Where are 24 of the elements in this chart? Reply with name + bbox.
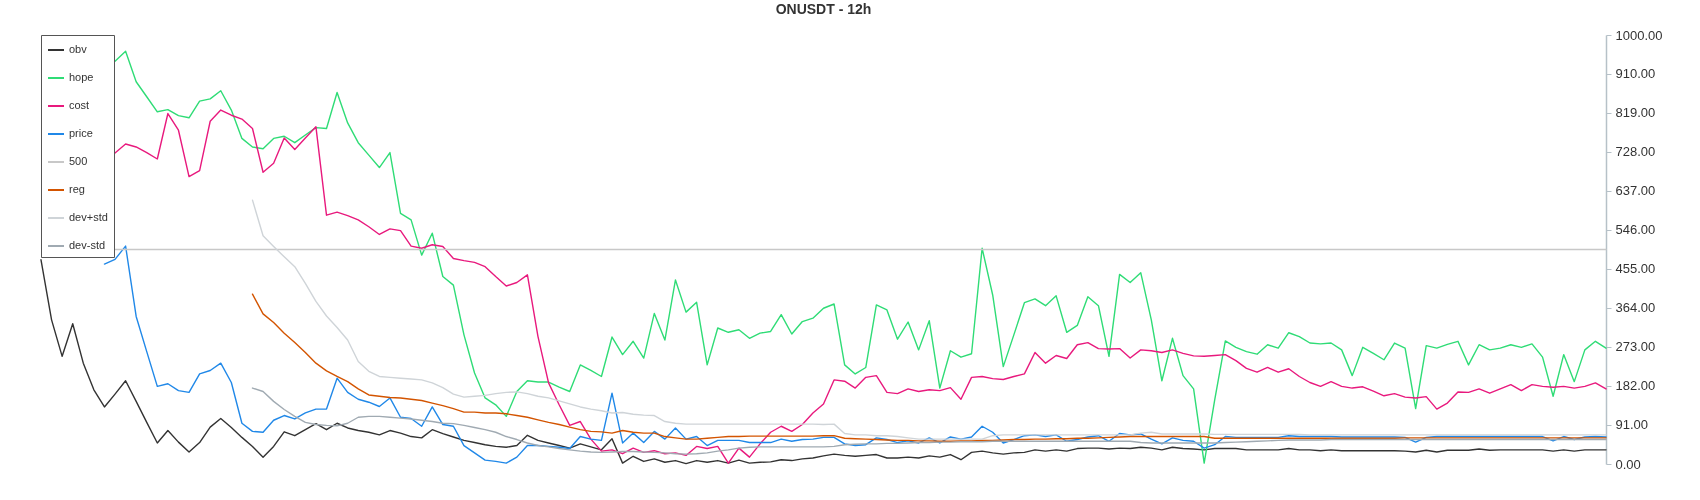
y-tick-label: 91.00 [1615, 417, 1649, 433]
y-tick-label: 546.00 [1615, 222, 1656, 238]
legend-label: 500 [69, 155, 88, 167]
legend-label: reg [69, 183, 85, 195]
y-tick-label: 728.00 [1615, 144, 1656, 160]
y-tick-label: 273.00 [1615, 339, 1656, 355]
y-tick-label: 364.00 [1615, 300, 1656, 316]
y-tick-label: 910.00 [1615, 66, 1656, 82]
line-series [251, 199, 1607, 440]
legend-label: price [69, 127, 93, 139]
legend-label: cost [69, 99, 90, 111]
line-series [251, 387, 1607, 455]
line-series [251, 293, 1607, 442]
y-tick-label: 455.00 [1615, 261, 1656, 277]
chart-title: ONUSDT - 12h [775, 1, 872, 17]
y-tick-label: 637.00 [1615, 183, 1656, 199]
y-tick-label: 819.00 [1615, 105, 1656, 121]
legend-label: dev+std [69, 211, 108, 223]
legend-label: dev-std [69, 239, 106, 251]
legend-label: hope [69, 71, 94, 83]
y-tick-label: 182.00 [1615, 378, 1656, 394]
y-tick-label: 0.00 [1615, 456, 1641, 472]
y-tick-label: 1000.00 [1615, 27, 1663, 43]
legend-label: obv [69, 43, 88, 55]
